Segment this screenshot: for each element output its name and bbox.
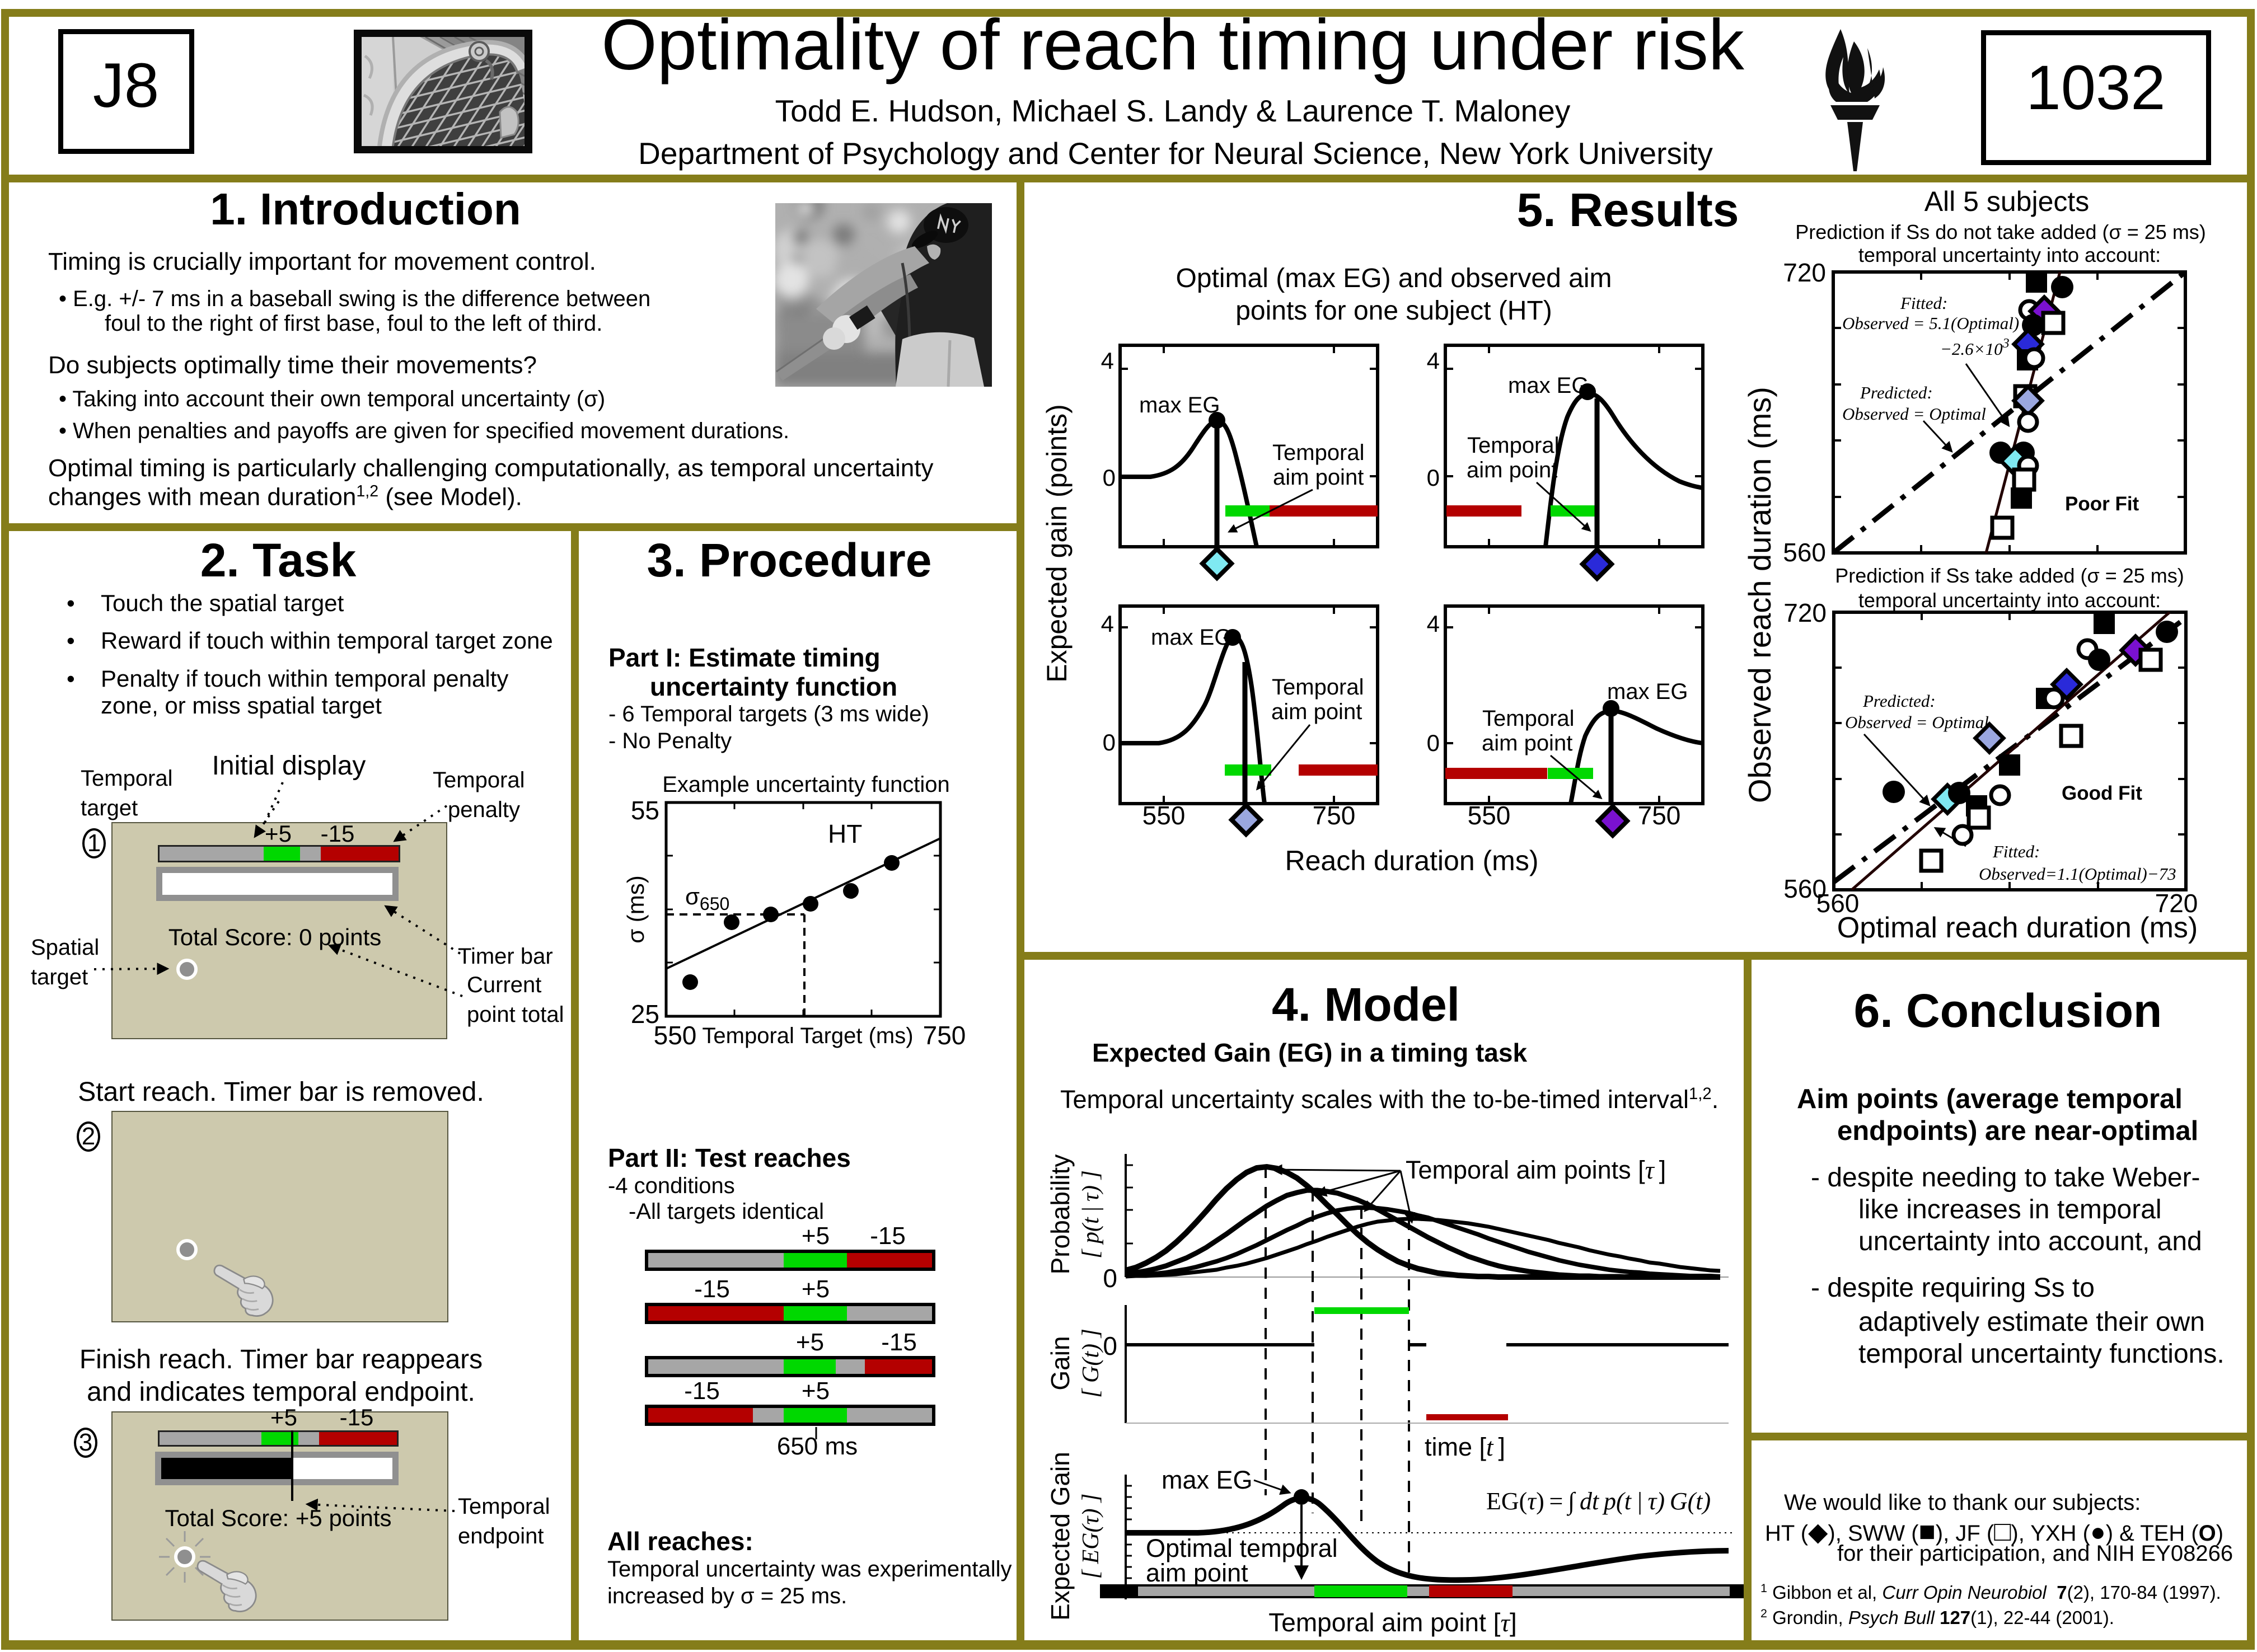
svg-text:Observed reach duration (ms): Observed reach duration (ms)	[1742, 387, 1777, 803]
svg-text:EG(τ) = ∫ dt p(t | τ) G(t): EG(τ) = ∫ dt p(t | τ) G(t)	[1486, 1487, 1711, 1516]
svg-text:Predicted:: Predicted:	[1860, 383, 1933, 402]
svg-text:Observed = 5.1(Optimal): Observed = 5.1(Optimal)	[1842, 313, 2019, 333]
svg-text:HT: HT	[828, 819, 862, 848]
svg-text:560: 560	[1783, 874, 1827, 903]
svg-text:0: 0	[1103, 464, 1116, 491]
svg-text:720: 720	[1783, 258, 1826, 287]
svg-text:Observed=1.1(Optimal)−73: Observed=1.1(Optimal)−73	[1979, 864, 2176, 884]
svg-text:Temporal aim points [τ ]: Temporal aim points [τ ]	[1406, 1156, 1666, 1184]
svg-text:Optimal temporal: Optimal temporal	[1146, 1534, 1338, 1562]
svg-text:Temporal: Temporal	[1482, 706, 1575, 731]
svg-text:4: 4	[1427, 348, 1440, 374]
svg-text:4: 4	[1101, 348, 1114, 374]
svg-text:Fitted:: Fitted:	[1992, 842, 2040, 861]
svg-text:Gain: Gain	[1046, 1336, 1075, 1390]
svg-text:[ EG(τ) ]: [ EG(τ) ]	[1078, 1494, 1104, 1579]
svg-text:Temporal: Temporal	[1272, 440, 1365, 465]
svg-text:4: 4	[1101, 611, 1114, 637]
svg-text:550: 550	[654, 1021, 697, 1050]
svg-text:max EG: max EG	[1607, 679, 1688, 704]
svg-text:0: 0	[1103, 1331, 1117, 1360]
svg-text:Observed = Optimal: Observed = Optimal	[1845, 712, 1989, 732]
svg-text:750: 750	[923, 1021, 966, 1050]
svg-text:Poor Fit: Poor Fit	[2065, 493, 2139, 515]
svg-text:55: 55	[631, 796, 659, 825]
svg-text:0: 0	[1103, 729, 1116, 755]
svg-text:4: 4	[1427, 611, 1440, 637]
svg-text:σ650: σ650	[685, 883, 729, 914]
svg-text:560: 560	[1783, 538, 1826, 567]
svg-text:[ G(t) ]: [ G(t) ]	[1078, 1329, 1104, 1398]
svg-text:Predicted:: Predicted:	[1862, 691, 1936, 711]
svg-text:Expected gain (points): Expected gain (points)	[1041, 404, 1073, 683]
svg-text:Probability: Probability	[1046, 1154, 1075, 1275]
svg-text:[ p(t | τ) ]: [ p(t | τ) ]	[1078, 1170, 1104, 1259]
svg-text:Temporal: Temporal	[1467, 433, 1560, 458]
svg-text:25: 25	[631, 999, 659, 1029]
svg-text:720: 720	[1783, 598, 1827, 627]
svg-text:−2.6×103: −2.6×103	[1940, 336, 2010, 359]
svg-text:aim point: aim point	[1271, 700, 1362, 724]
svg-text:time [t ]: time [t ]	[1425, 1433, 1505, 1461]
svg-text:aim point: aim point	[1273, 465, 1364, 490]
svg-text:Temporal Target (ms): Temporal Target (ms)	[702, 1024, 913, 1048]
svg-text:max EG: max EG	[1162, 1466, 1253, 1494]
svg-text:Good Fit: Good Fit	[2062, 782, 2142, 804]
svg-text:max EG: max EG	[1508, 373, 1589, 398]
svg-text:Temporal: Temporal	[1272, 675, 1364, 700]
svg-text:aim point: aim point	[1467, 458, 1557, 482]
svg-text:Observed = Optimal: Observed = Optimal	[1842, 404, 1986, 424]
svg-text:σ (ms): σ (ms)	[622, 875, 649, 944]
svg-text:max EG: max EG	[1139, 393, 1220, 417]
svg-text:0: 0	[1103, 1264, 1117, 1293]
svg-text:aim point: aim point	[1146, 1559, 1248, 1587]
svg-text:Fitted:: Fitted:	[1900, 293, 1947, 313]
svg-text:Expected Gain: Expected Gain	[1046, 1452, 1075, 1621]
svg-text:aim point: aim point	[1482, 731, 1572, 755]
svg-text:0: 0	[1427, 464, 1440, 491]
svg-text:max EG: max EG	[1151, 625, 1231, 650]
svg-text:0: 0	[1427, 730, 1440, 756]
